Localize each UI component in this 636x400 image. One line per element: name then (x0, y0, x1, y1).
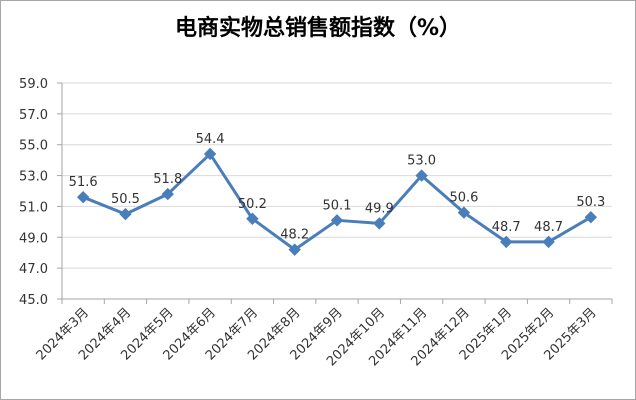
data-label: 50.3 (576, 195, 605, 210)
data-point-marker (246, 212, 259, 225)
x-axis-ticks: 2024年3月2024年4月2024年5月2024年6月2024年7月2024年… (34, 299, 613, 369)
data-point-marker (415, 169, 428, 182)
series-markers (76, 147, 598, 256)
data-label: 51.8 (153, 172, 182, 187)
y-tick-label: 47.0 (19, 262, 48, 277)
data-label: 54.4 (196, 132, 225, 147)
data-label: 51.6 (69, 175, 98, 190)
data-point-marker (76, 190, 90, 204)
chart-title: 电商实物总销售额指数（%） (174, 16, 462, 41)
data-labels: 51.6 50.5 51.8 54.4 50.2 48.2 50.1 49.9 53.0 50.6… (69, 132, 606, 243)
data-label: 48.7 (534, 220, 563, 235)
data-label: 50.1 (323, 198, 352, 213)
data-point-marker (542, 235, 555, 249)
data-label: 49.9 (365, 201, 394, 216)
y-tick-label: 51.0 (19, 200, 48, 215)
data-point-marker (330, 214, 344, 227)
y-axis-ticks: 45.0 47.0 49.0 51.0 53.0 55.0 57.0 59.0 (19, 77, 62, 308)
data-point-marker (500, 235, 513, 249)
data-label: 50.2 (238, 197, 267, 212)
data-point-marker (288, 243, 301, 256)
y-tick-label: 55.0 (19, 139, 48, 154)
data-label: 48.7 (492, 220, 521, 235)
axes (61, 83, 612, 300)
data-label: 53.0 (407, 154, 436, 169)
y-tick-label: 59.0 (19, 77, 48, 92)
data-label: 50.5 (111, 192, 140, 207)
y-tick-label: 45.0 (19, 293, 48, 308)
data-point-marker (373, 217, 386, 230)
y-tick-label: 49.0 (19, 231, 48, 246)
data-point-marker (457, 206, 471, 219)
data-point-marker (203, 147, 217, 161)
y-tick-label: 53.0 (19, 170, 48, 185)
data-label: 48.2 (280, 228, 309, 243)
data-point-marker (119, 207, 132, 221)
data-point-marker (161, 187, 174, 201)
data-label: 50.6 (449, 191, 478, 206)
y-tick-label: 57.0 (19, 108, 48, 123)
data-point-marker (584, 211, 598, 224)
grid-lines (62, 82, 612, 269)
